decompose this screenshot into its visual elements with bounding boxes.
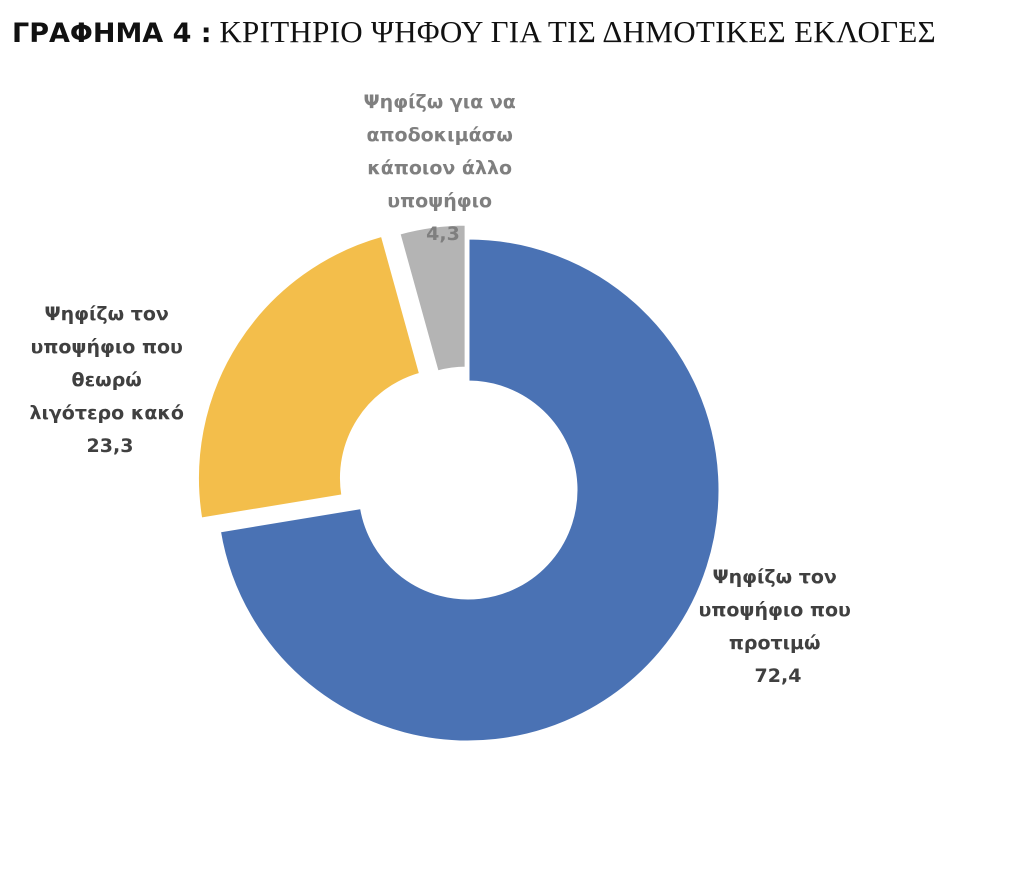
chart-title-prefix: ΓΡΑΦΗΜΑ 4 : xyxy=(12,18,212,49)
slice-label-lesser-evil: Ψηφίζω τον υποψήφιο που θεωρώ λιγότερο κ… xyxy=(29,303,190,457)
slice-label-prefer-line-1: Ψηφίζω τον xyxy=(712,566,836,588)
slice-prefer xyxy=(217,236,722,744)
slice-label-prefer-line-2: υποψήφιο που xyxy=(699,599,851,621)
slice-value-disapprove: 4,3 xyxy=(426,223,460,245)
slice-label-prefer: Ψηφίζω τον υποψήφιο που προτιμώ 72,4 xyxy=(699,566,858,687)
chart-title: ΓΡΑΦΗΜΑ 4 : ΚΡΙΤΗΡΙΟ ΨΗΦΟΥ ΓΙΑ ΤΙΣ ΔΗΜΟΤ… xyxy=(12,10,936,56)
slice-label-disapprove-line-4: υποψήφιο xyxy=(387,190,492,212)
slice-label-lesser-evil-line-4: λιγότερο κακό xyxy=(29,402,184,424)
slice-label-disapprove: Ψηφίζω για να αποδοκιμάσω κάποιον άλλο υ… xyxy=(364,91,523,245)
slice-labels: Ψηφίζω τον υποψήφιο που προτιμώ 72,4 Ψηφ… xyxy=(29,91,858,687)
slice-lesser-evil xyxy=(195,233,423,521)
slice-label-disapprove-line-2: αποδοκιμάσω xyxy=(366,124,513,146)
donut-slices xyxy=(195,222,722,744)
slice-label-disapprove-line-3: κάποιον άλλο xyxy=(367,157,512,179)
chart-title-text: ΚΡΙΤΗΡΙΟ ΨΗΦΟΥ ΓΙΑ ΤΙΣ ΔΗΜΟΤΙΚΕΣ ΕΚΛΟΓΕΣ xyxy=(219,14,936,49)
slice-label-lesser-evil-line-1: Ψηφίζω τον xyxy=(44,303,168,325)
slice-disapprove xyxy=(397,222,468,374)
slice-label-lesser-evil-line-2: υποψήφιο που xyxy=(31,336,183,358)
slice-label-lesser-evil-line-3: θεωρώ xyxy=(72,369,142,391)
slice-label-disapprove-line-1: Ψηφίζω για να xyxy=(364,91,516,113)
slice-label-prefer-line-3: προτιμώ xyxy=(729,632,821,654)
slice-value-prefer: 72,4 xyxy=(755,665,802,687)
slice-value-lesser-evil: 23,3 xyxy=(87,435,134,457)
